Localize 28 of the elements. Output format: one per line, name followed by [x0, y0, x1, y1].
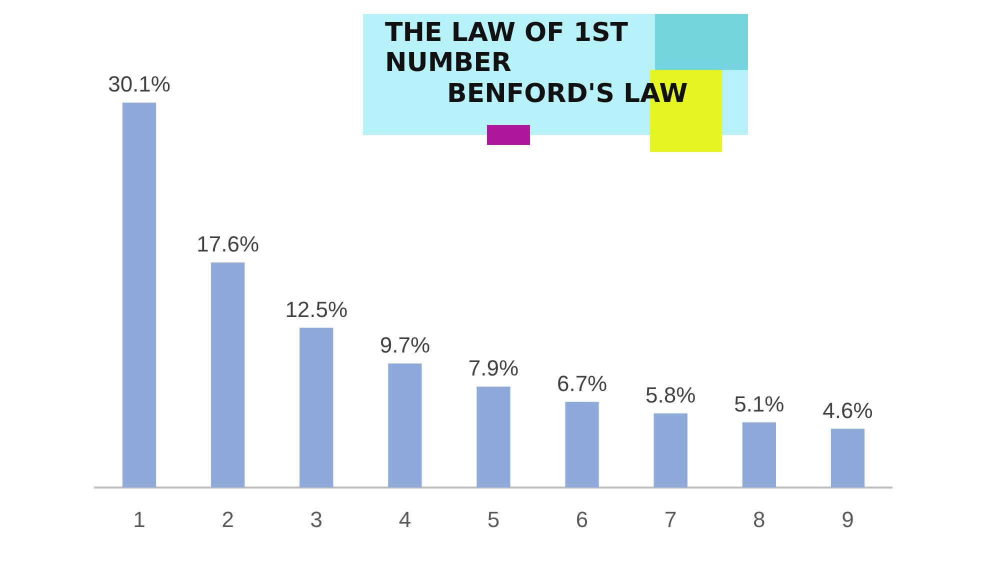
x-tick-label: 5	[487, 506, 500, 532]
x-tick-label: 7	[664, 506, 677, 532]
x-tick-label: 6	[576, 506, 588, 532]
bar	[211, 262, 245, 488]
bar	[476, 386, 510, 488]
bar	[388, 364, 422, 488]
bar	[742, 422, 776, 488]
x-tick-label: 2	[222, 506, 234, 532]
x-tick-label: 8	[753, 506, 766, 532]
x-tick-label: 1	[133, 506, 146, 532]
bar	[122, 102, 156, 488]
data-label: 5.8%	[646, 382, 696, 408]
data-label: 12.5%	[285, 296, 348, 322]
data-label: 4.6%	[822, 398, 873, 423]
bar	[654, 413, 688, 488]
data-label: 30.1%	[108, 72, 170, 97]
data-label: 17.6%	[196, 232, 260, 257]
bar	[300, 328, 334, 488]
data-label: 7.9%	[468, 356, 519, 381]
data-label: 5.1%	[734, 391, 784, 416]
x-tick-label: 4	[398, 506, 412, 532]
data-label: 9.7%	[380, 332, 430, 358]
data-label: 6.7%	[556, 370, 608, 396]
x-tick-label: 3	[310, 506, 323, 532]
chart-title: THE LAW OF 1ST NUMBER	[385, 18, 630, 78]
x-tick-label: 9	[842, 506, 854, 532]
bar	[830, 428, 865, 488]
bar	[565, 402, 599, 488]
